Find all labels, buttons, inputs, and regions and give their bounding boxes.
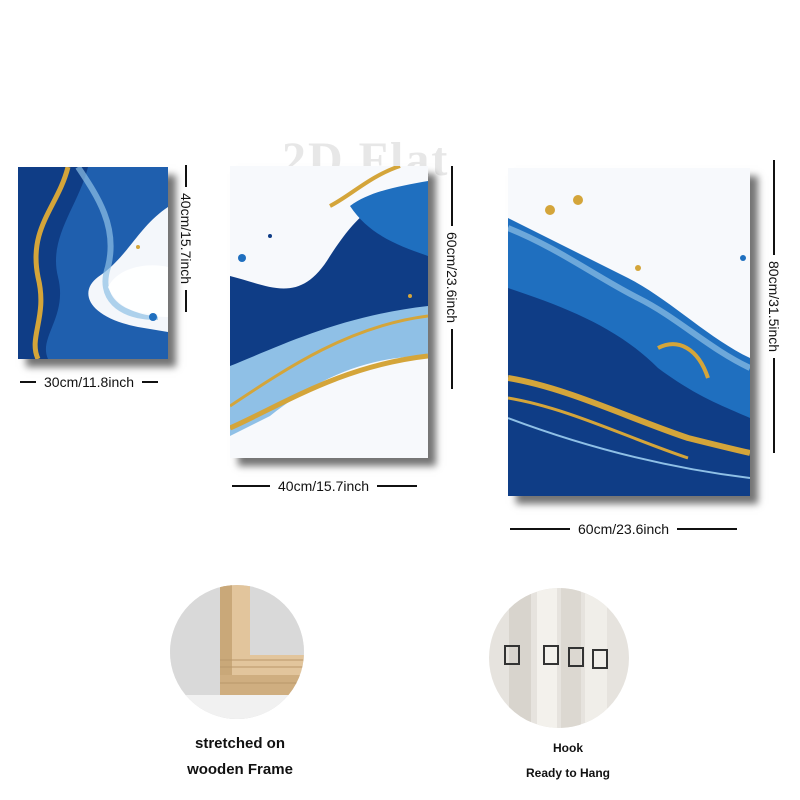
height-label-medium: 60cm/23.6inch xyxy=(444,232,460,324)
width-label-large: 60cm/23.6inch xyxy=(578,521,670,537)
width-label-small: 30cm/11.8inch xyxy=(44,374,135,390)
height-label-small: 40cm/15.7inch xyxy=(178,193,194,285)
dimension-width-large: 60cm/23.6inch xyxy=(510,521,738,537)
frame-caption-line2: wooden Frame xyxy=(187,761,293,778)
canvas-medium xyxy=(230,166,428,458)
width-label-medium: 40cm/15.7inch xyxy=(278,478,370,494)
dimension-width-small: 30cm/11.8inch xyxy=(20,374,159,390)
hook-caption-line2: Ready to Hang xyxy=(525,766,610,780)
hook-caption-line1: Hook xyxy=(553,741,583,755)
hook-photo xyxy=(489,588,629,728)
canvas-small xyxy=(18,167,168,359)
frame-caption-line1: stretched on xyxy=(194,735,285,752)
frame-caption: stretched on wooden Frame xyxy=(160,731,320,783)
dimension-height-small: 40cm/15.7inch xyxy=(178,165,194,313)
dimension-height-large: 80cm/31.5inch xyxy=(766,160,782,454)
wooden-frame-photo xyxy=(170,585,304,719)
dimension-width-medium: 40cm/15.7inch xyxy=(232,478,418,494)
canvas-large xyxy=(508,168,750,496)
height-label-large: 80cm/31.5inch xyxy=(766,261,782,353)
dimension-height-medium: 60cm/23.6inch xyxy=(444,166,460,390)
hook-caption: Hook Ready to Hang xyxy=(500,736,636,786)
